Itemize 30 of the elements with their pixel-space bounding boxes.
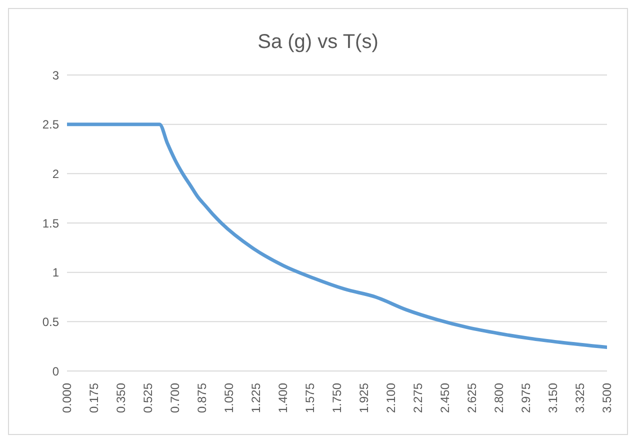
x-tick-label: 3.325 xyxy=(573,382,587,414)
y-tick-label: 0.5 xyxy=(42,314,60,329)
x-tick-label: 1.750 xyxy=(330,382,344,414)
y-tick-label: 0 xyxy=(52,364,60,378)
x-tick-label: 2.625 xyxy=(465,382,479,414)
x-tick-label: 0.350 xyxy=(114,382,128,414)
x-tick-label: 0.525 xyxy=(141,382,155,414)
y-tick-label: 1.5 xyxy=(42,216,60,230)
x-tick-label: 0.875 xyxy=(195,382,209,414)
x-tick-label: 2.275 xyxy=(411,382,425,414)
y-tick-label: 2.5 xyxy=(42,118,60,132)
x-tick-label: 2.975 xyxy=(519,382,533,414)
x-tick-label: 0.700 xyxy=(168,382,182,414)
x-tick-label: 1.575 xyxy=(303,382,317,414)
x-tick-label: 1.050 xyxy=(222,382,236,414)
x-tick-label: 1.225 xyxy=(249,382,263,414)
x-tick-label: 3.500 xyxy=(600,382,614,414)
x-tick-label: 0.000 xyxy=(60,382,74,414)
x-tick-label: 3.150 xyxy=(546,382,560,414)
y-tick-label: 1 xyxy=(52,266,60,280)
y-tick-label: 2 xyxy=(52,166,60,181)
y-tick-label: 3 xyxy=(52,68,60,82)
x-tick-label: 2.100 xyxy=(384,382,398,414)
x-tick-label: 2.800 xyxy=(492,382,506,414)
x-tick-label: 1.400 xyxy=(276,382,290,414)
x-tick-label: 2.450 xyxy=(438,382,452,414)
x-tick-label: 0.175 xyxy=(87,382,101,414)
x-tick-label: 1.925 xyxy=(357,382,371,414)
line-series xyxy=(67,122,607,350)
chart-title: Sa (g) vs T(s) xyxy=(256,31,380,55)
